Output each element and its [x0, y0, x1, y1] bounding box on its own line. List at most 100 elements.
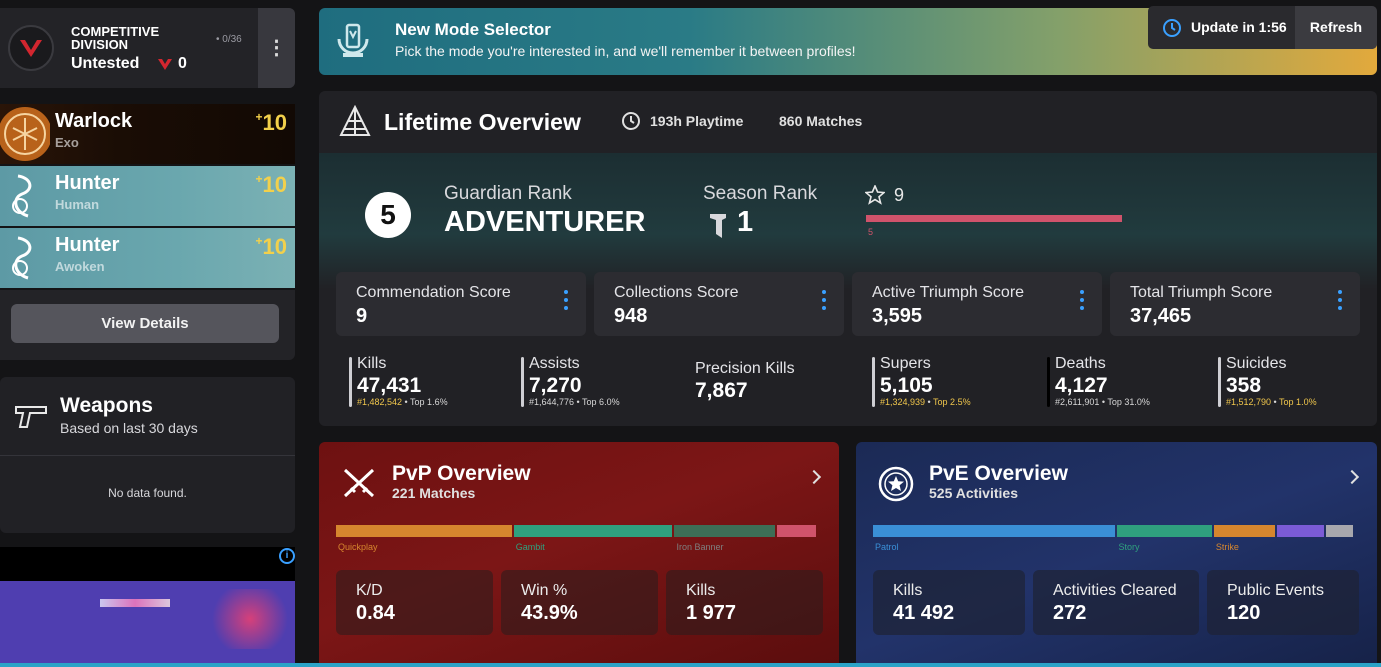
score-label: Active Triumph Score — [872, 284, 1025, 301]
mode-selector-icon — [333, 21, 373, 66]
weapons-empty-text: No data found. — [108, 486, 187, 500]
pve-activity-segment — [1213, 525, 1276, 537]
character-race: Exo — [55, 135, 79, 150]
stat-top-percent: Top 2.5% — [933, 397, 971, 407]
score-menu-icon[interactable] — [564, 290, 568, 314]
stat-rank-number: #1,482,542 — [357, 397, 403, 407]
score-menu-icon[interactable] — [1338, 290, 1342, 314]
character-race: Human — [55, 197, 100, 212]
pvp-stat-value: 0.84 — [356, 602, 395, 624]
stat-bar — [521, 357, 524, 407]
stat-label: Supers — [880, 355, 931, 372]
pvp-stat-label: Kills — [686, 582, 716, 599]
competitive-title: COMPETITIVE DIVISION — [71, 25, 159, 51]
stat-supers: Supers 5,105 #1,324,939 • Top 2.5% — [872, 353, 1032, 409]
clock-icon — [621, 111, 641, 136]
pvp-chevron-right-icon[interactable] — [806, 469, 822, 485]
pve-stat-label: Public Events — [1227, 582, 1324, 599]
stat-deaths: Deaths 4,127 #2,611,901 • Top 31.0% — [1047, 353, 1207, 409]
stat-bar — [1047, 357, 1050, 407]
competitive-title-line1: COMPETITIVE — [71, 24, 160, 39]
character-card-warlock[interactable]: Warlock Exo +10 — [0, 104, 295, 164]
character-class: Hunter — [55, 234, 120, 256]
character-card-hunter-human[interactable]: Hunter Human +10 — [0, 166, 295, 226]
stat-top-percent: Top 1.6% — [410, 397, 448, 407]
collections-score-card[interactable]: Collections Score 948 — [594, 272, 844, 336]
weapons-card: Weapons Based on last 30 days No data fo… — [0, 377, 295, 533]
vanguard-emblem-icon — [878, 466, 914, 507]
stat-label: Precision Kills — [695, 360, 795, 377]
pvp-stat-win-rate: Win % 43.9% — [501, 570, 658, 635]
advertisement[interactable]: i — [0, 547, 295, 667]
active-triumph-score-card[interactable]: Active Triumph Score 3,595 — [852, 272, 1102, 336]
lifetime-hero-background — [319, 153, 1377, 289]
mode-selector-text: Pick the mode you're interested in, and … — [395, 43, 856, 59]
pvp-stat-kd: K/D 0.84 — [336, 570, 493, 635]
score-value: 3,595 — [872, 305, 923, 327]
pistol-icon — [14, 403, 48, 434]
stat-value: 358 — [1226, 374, 1262, 397]
stat-rank: #1,644,776 • Top 6.0% — [529, 397, 620, 407]
stat-top-percent: Top 1.0% — [1279, 397, 1317, 407]
pve-title: PvE Overview — [929, 462, 1068, 485]
mode-selector-title: New Mode Selector — [395, 20, 551, 39]
pve-activity-segment — [873, 525, 1115, 537]
power-value: 10 — [262, 234, 287, 259]
lifetime-title: Lifetime Overview — [384, 109, 581, 135]
pvp-overview-card[interactable]: PvP Overview 221 Matches K/D 0.84 Win % … — [319, 442, 839, 667]
stat-bar — [349, 357, 352, 407]
hunter-emblem-icon — [0, 230, 50, 286]
competitive-rank: Untested — [71, 55, 140, 72]
competitive-points: 0 — [178, 55, 187, 72]
character-power: +10 — [256, 234, 288, 260]
season-pass-icon — [708, 212, 728, 245]
competitive-points-icon — [157, 57, 173, 76]
score-menu-icon[interactable] — [822, 290, 826, 314]
power-prefix: + — [255, 234, 263, 248]
pvp-mode-segment — [336, 525, 512, 537]
ad-glitch-graphic — [100, 599, 170, 607]
character-class: Warlock — [55, 110, 133, 132]
pvp-subtitle: 221 Matches — [392, 485, 476, 501]
commendation-score-card[interactable]: Commendation Score 9 — [336, 272, 586, 336]
score-label: Commendation Score — [356, 284, 511, 301]
stat-assists: Assists 7,270 #1,644,776 • Top 6.0% — [521, 353, 681, 409]
reputation-bar-label: 5 — [868, 227, 874, 237]
pvp-title: PvP Overview — [392, 462, 531, 485]
ad-banner-image[interactable] — [0, 581, 295, 667]
pve-activity-segment-label: Story — [1118, 542, 1140, 552]
stat-rank: #1,324,939 • Top 2.5% — [880, 397, 971, 407]
pve-overview-card[interactable]: PvE Overview 525 Activities Kills 41 492… — [856, 442, 1377, 667]
pvp-mode-segment-label: Gambit — [515, 542, 545, 552]
character-power: +10 — [256, 110, 288, 136]
stat-value: 5,105 — [880, 374, 933, 397]
stat-kills: Kills 47,431 #1,482,542 • Top 1.6% — [349, 353, 509, 409]
view-details-button[interactable]: View Details — [11, 304, 279, 343]
page-bottom-accent — [0, 663, 1381, 667]
score-value: 948 — [614, 305, 648, 327]
stat-label: Assists — [529, 355, 580, 372]
pve-stat-label: Activities Cleared — [1053, 582, 1177, 599]
pvp-stat-value: 1 977 — [686, 602, 737, 624]
lifetime-overview-card: Lifetime Overview 193h Playtime 860 Matc… — [319, 91, 1377, 426]
stat-precision-kills: Precision Kills 7,867 — [687, 353, 847, 409]
pve-chevron-right-icon[interactable] — [1344, 469, 1360, 485]
competitive-progress-value: 0/36 — [222, 34, 242, 45]
reputation-progress-bar — [866, 215, 1122, 222]
refresh-button[interactable]: Refresh — [1295, 6, 1377, 49]
reputation-value: 9 — [894, 185, 905, 205]
competitive-emblem-icon — [8, 25, 54, 71]
competitive-menu-button[interactable]: ⋮ — [258, 8, 295, 88]
stat-rank-number: #1,324,939 — [880, 397, 926, 407]
total-triumph-score-card[interactable]: Total Triumph Score 37,465 — [1110, 272, 1360, 336]
character-card-hunter-awoken[interactable]: Hunter Awoken +10 — [0, 228, 295, 288]
pvp-stat-label: K/D — [356, 582, 383, 599]
pyramid-icon — [339, 104, 371, 144]
score-menu-icon[interactable] — [1080, 290, 1084, 314]
ad-info-icon[interactable]: i — [279, 548, 295, 564]
stat-rank: #1,482,542 • Top 1.6% — [357, 397, 448, 407]
pve-stat-value: 272 — [1053, 602, 1087, 624]
pve-activity-segment-label: Patrol — [875, 542, 899, 552]
stat-bar — [872, 357, 875, 407]
stat-label: Deaths — [1055, 355, 1106, 372]
